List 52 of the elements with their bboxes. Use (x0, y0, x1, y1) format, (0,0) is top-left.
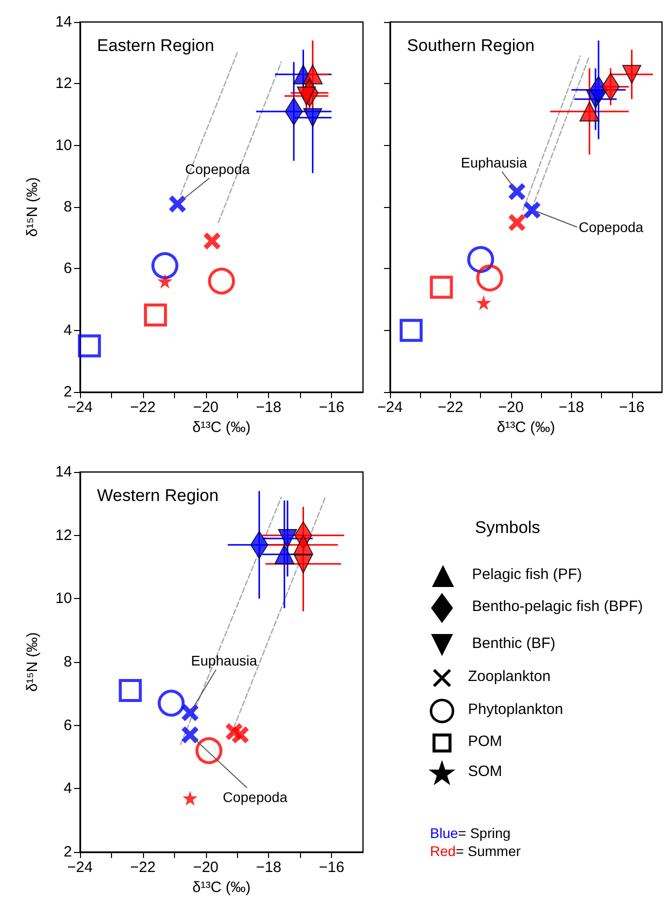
y-axis-title: δ¹⁵N (‰) (24, 632, 41, 692)
annotation: Copepoda (578, 219, 644, 236)
text: Pelagic fish (PF) (472, 566, 582, 583)
y-tick-label: 2 (64, 844, 72, 860)
y-tick-label: 14 (55, 14, 72, 30)
y-tick-label: 6 (64, 260, 72, 278)
x-tick-label: −18 (558, 399, 584, 416)
text: Blue= Spring (430, 825, 511, 841)
annotation: Euphausia (460, 154, 528, 171)
text: Benthic (BF) (472, 635, 556, 652)
y-tick-label: 10 (55, 136, 72, 154)
y-tick-label: 4 (64, 780, 72, 798)
x-tick-label: −18 (256, 399, 282, 416)
text: POM (468, 733, 502, 750)
x-tick-label: −18 (256, 859, 282, 876)
annotation: Euphausia (190, 652, 258, 669)
text: Bentho-pelagic fish (BPF) (472, 598, 643, 615)
annotation: Copepoda (222, 788, 288, 805)
y-tick-label: 12 (55, 75, 72, 92)
annotation: Copepoda (185, 160, 250, 177)
x-tick-label: −20 (193, 399, 219, 416)
x-tick-label: −16 (318, 859, 344, 876)
x-tick-label: −22 (438, 399, 464, 416)
text: SOM (468, 763, 502, 780)
text: Symbols (475, 518, 540, 538)
x-tick-label: −22 (130, 399, 156, 416)
y-tick-label: 4 (64, 322, 72, 339)
text: Southern Region (407, 36, 535, 55)
text: Zooplankton (468, 668, 551, 685)
y-tick-label: 12 (55, 526, 72, 544)
x-tick-label: −16 (318, 399, 344, 416)
y-tick-label: 2 (64, 384, 72, 401)
y-tick-label: 14 (55, 464, 72, 480)
x-axis-title: δ¹³C (‰) (496, 419, 556, 436)
x-tick-label: −20 (193, 859, 219, 876)
y-axis-title: δ¹⁵N (‰) (24, 177, 41, 237)
y-tick-label: 6 (64, 716, 72, 734)
x-tick-label: −16 (619, 399, 645, 416)
x-axis-title: δ¹³C (‰) (192, 878, 251, 896)
text: Red= Summer (430, 843, 521, 859)
x-tick-label: −24 (67, 399, 93, 416)
x-tick-label: −20 (498, 399, 524, 416)
y-tick-label: 10 (55, 590, 72, 608)
x-axis-title: δ¹³C (‰) (192, 419, 251, 436)
text: Eastern Region (97, 36, 214, 55)
x-tick-label: −22 (130, 859, 156, 876)
text: Phytoplankton (468, 701, 564, 718)
x-tick-label: −24 (67, 859, 93, 876)
y-tick-label: 8 (64, 654, 72, 670)
text: Western Region (97, 486, 219, 505)
x-tick-label: −24 (377, 399, 403, 416)
y-tick-label: 8 (64, 198, 72, 216)
